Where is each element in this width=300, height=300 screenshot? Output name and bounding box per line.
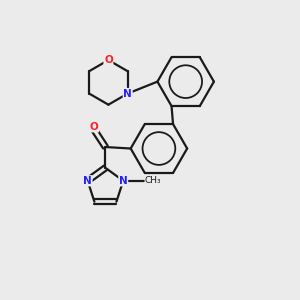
Text: O: O <box>90 122 98 132</box>
Text: N: N <box>123 88 132 98</box>
Text: O: O <box>104 55 113 65</box>
Text: N: N <box>83 176 92 186</box>
Text: CH₃: CH₃ <box>145 176 161 185</box>
Text: N: N <box>119 176 128 186</box>
